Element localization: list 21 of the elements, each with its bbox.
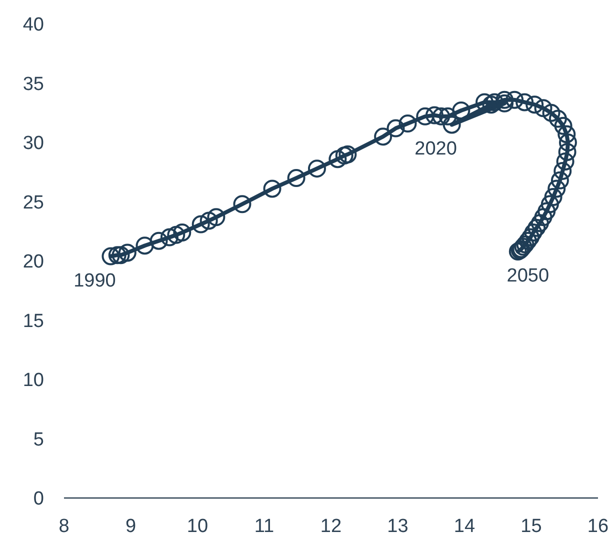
x-tick-label: 9 — [125, 516, 136, 537]
x-tick-label: 13 — [387, 516, 408, 537]
y-tick-label: 20 — [22, 252, 44, 273]
x-tick-label: 14 — [454, 516, 476, 537]
annotation: 2020 — [414, 138, 457, 160]
x-tick-label: 8 — [58, 516, 70, 537]
x-tick-label: 10 — [186, 516, 208, 537]
x-tick-label: 16 — [587, 516, 609, 537]
x-tick-label: 12 — [320, 516, 342, 537]
y-tick-label: 0 — [33, 488, 44, 510]
y-tick-label: 25 — [22, 192, 44, 214]
x-tick-label: 11 — [254, 516, 274, 537]
y-tick-label: 10 — [22, 370, 44, 392]
y-tick-label: 15 — [22, 310, 44, 332]
annotation: 2050 — [506, 266, 550, 287]
annotation: 1990 — [74, 270, 116, 292]
x-tick-label: 15 — [520, 516, 542, 537]
y-tick-label: 35 — [22, 74, 44, 95]
y-tick-label: 5 — [33, 429, 44, 450]
y-tick-label: 40 — [22, 14, 44, 36]
y-tick-label: 30 — [22, 133, 44, 154]
